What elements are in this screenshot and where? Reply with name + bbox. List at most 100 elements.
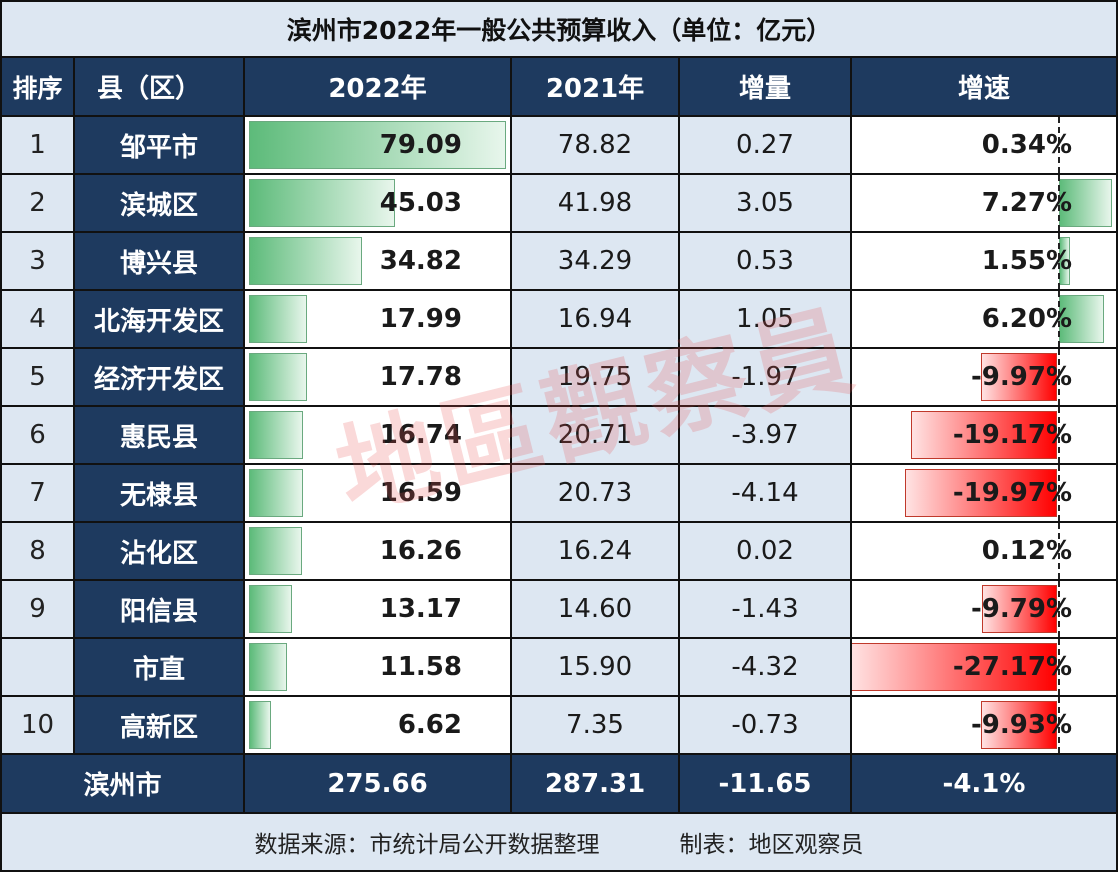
increase-cell: -0.73	[680, 697, 850, 753]
value-2021-cell: 14.60	[512, 581, 678, 637]
value-2022-cell: 16.59	[245, 465, 510, 521]
value-2022-cell: 6.62	[245, 697, 510, 753]
value-2022: 17.78	[379, 362, 462, 392]
total-2021: 287.31	[512, 755, 678, 812]
value-2022-cell: 79.09	[245, 117, 510, 173]
value-bar	[249, 527, 302, 575]
value-2021-cell: 16.24	[512, 523, 678, 579]
value-2022: 16.59	[379, 478, 462, 508]
value-2022: 13.17	[379, 594, 462, 624]
rate-bar-negative	[981, 353, 1057, 401]
rate-cell: 0.12%	[852, 523, 1116, 579]
value-2022-cell: 16.26	[245, 523, 510, 579]
rate-axis-line	[1058, 291, 1060, 347]
district-name: 市直	[75, 639, 243, 695]
value-bar	[249, 295, 308, 343]
rate-value: -9.97%	[971, 362, 1072, 392]
total-name: 滨州市	[2, 755, 243, 812]
header-2021: 2021年	[512, 58, 678, 115]
increase-cell: 0.53	[680, 233, 850, 289]
value-bar	[249, 411, 304, 459]
rank-cell: 5	[2, 349, 73, 405]
district-name: 沾化区	[75, 523, 243, 579]
increase-cell: -4.14	[680, 465, 850, 521]
rate-value: -9.79%	[971, 594, 1072, 624]
increase-cell: 1.05	[680, 291, 850, 347]
value-2022-cell: 16.74	[245, 407, 510, 463]
value-2022-cell: 11.58	[245, 639, 510, 695]
rank-cell: 2	[2, 175, 73, 231]
district-name: 阳信县	[75, 581, 243, 637]
header-name: 县（区）	[75, 58, 243, 115]
rate-axis-line	[1058, 349, 1060, 405]
value-2021-cell: 19.75	[512, 349, 678, 405]
rate-bar-negative	[982, 585, 1057, 633]
rate-bar-negative	[981, 701, 1057, 749]
value-2021-cell: 15.90	[512, 639, 678, 695]
rate-cell: 7.27%	[852, 175, 1116, 231]
value-bar	[249, 469, 303, 517]
rate-cell: -27.17%	[852, 639, 1116, 695]
rank-cell	[2, 639, 73, 695]
rank-cell: 1	[2, 117, 73, 173]
rate-cell: -9.97%	[852, 349, 1116, 405]
total-rate: -4.1%	[852, 755, 1116, 812]
value-2022-cell: 17.78	[245, 349, 510, 405]
increase-cell: -1.43	[680, 581, 850, 637]
value-2022: 34.82	[379, 246, 462, 276]
rate-axis-line	[1058, 117, 1060, 173]
rank-cell: 7	[2, 465, 73, 521]
increase-cell: 3.05	[680, 175, 850, 231]
rank-cell: 6	[2, 407, 73, 463]
rate-axis-line	[1058, 465, 1060, 521]
value-bar	[249, 701, 271, 749]
value-2021-cell: 7.35	[512, 697, 678, 753]
rate-value: 0.34%	[981, 130, 1072, 160]
value-bar	[249, 179, 396, 227]
footer-source: 数据来源：市统计局公开数据整理	[254, 832, 600, 858]
value-2022-cell: 17.99	[245, 291, 510, 347]
rate-axis-line	[1058, 697, 1060, 753]
value-2022: 17.99	[379, 304, 462, 334]
value-2022: 45.03	[379, 188, 462, 218]
district-name: 高新区	[75, 697, 243, 753]
table-title: 滨州市2022年一般公共预算收入（单位：亿元）	[2, 2, 1116, 56]
increase-cell: 0.02	[680, 523, 850, 579]
value-2021-cell: 78.82	[512, 117, 678, 173]
rate-cell: -19.97%	[852, 465, 1116, 521]
rank-cell: 8	[2, 523, 73, 579]
value-2021-cell: 41.98	[512, 175, 678, 231]
rate-cell: 6.20%	[852, 291, 1116, 347]
value-2022: 6.62	[397, 710, 462, 740]
value-2022-cell: 13.17	[245, 581, 510, 637]
value-2021-cell: 20.71	[512, 407, 678, 463]
value-2022-cell: 34.82	[245, 233, 510, 289]
district-name: 博兴县	[75, 233, 243, 289]
rate-value: 7.27%	[981, 188, 1072, 218]
rate-axis-line	[1058, 639, 1060, 695]
value-bar	[249, 353, 307, 401]
rate-axis-line	[1058, 407, 1060, 463]
rate-axis-line	[1058, 233, 1060, 289]
rate-cell: -19.17%	[852, 407, 1116, 463]
increase-cell: -3.97	[680, 407, 850, 463]
rate-value: 0.12%	[981, 536, 1072, 566]
rank-cell: 4	[2, 291, 73, 347]
rank-cell: 3	[2, 233, 73, 289]
header-increase: 增量	[680, 58, 850, 115]
rate-value: -19.17%	[952, 420, 1072, 450]
rate-cell: -9.93%	[852, 697, 1116, 753]
district-name: 滨城区	[75, 175, 243, 231]
value-2022: 16.74	[379, 420, 462, 450]
value-2022: 79.09	[379, 130, 462, 160]
value-2022: 16.26	[379, 536, 462, 566]
increase-cell: 0.27	[680, 117, 850, 173]
total-2022: 275.66	[245, 755, 510, 812]
rate-value: -9.93%	[971, 710, 1072, 740]
rate-cell: -9.79%	[852, 581, 1116, 637]
value-2021-cell: 20.73	[512, 465, 678, 521]
value-bar	[249, 237, 363, 285]
rate-bar-negative	[910, 411, 1057, 459]
value-2021-cell: 34.29	[512, 233, 678, 289]
